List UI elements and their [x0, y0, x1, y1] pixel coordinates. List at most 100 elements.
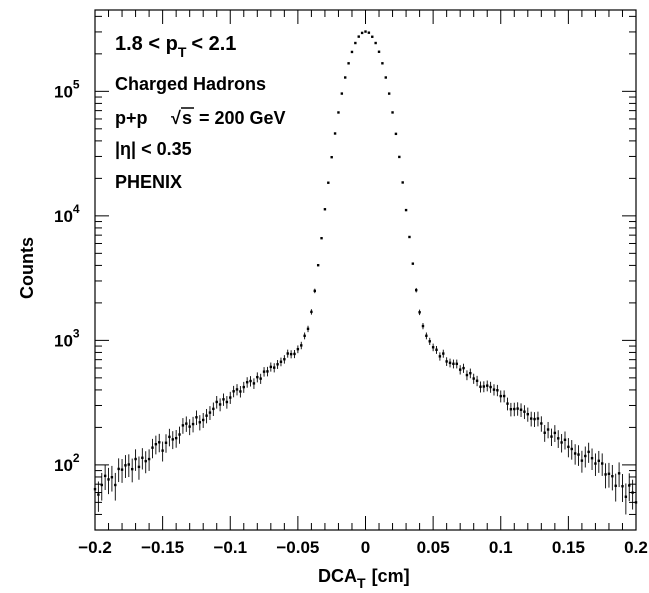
data-point [239, 390, 242, 393]
data-point [124, 464, 127, 467]
x-axis-title: DCAT [cm] [318, 566, 410, 591]
svg-text:s: s [182, 108, 192, 128]
data-point [617, 472, 621, 475]
x-tick-label: −0.1 [213, 538, 247, 557]
data-point [286, 352, 289, 355]
eta-label: |η| < 0.35 [115, 139, 192, 159]
data-point [303, 334, 306, 338]
y-tick-labels: 102 103 104 105 [54, 77, 80, 475]
data-point [411, 262, 415, 265]
data-point [134, 457, 137, 461]
data-point [205, 414, 208, 417]
data-point [567, 445, 570, 449]
data-point [475, 379, 479, 382]
data-point [97, 493, 100, 496]
data-point [523, 410, 526, 413]
y-tick-label: 104 [54, 202, 80, 226]
data-point [144, 459, 147, 463]
data-point [590, 456, 594, 460]
data-point [452, 362, 455, 366]
pt-range-label: 1.8 < pT < 2.1 [115, 33, 236, 60]
data-point [469, 371, 472, 375]
data-point [462, 366, 465, 370]
data-point [445, 360, 448, 363]
data-point [252, 382, 256, 385]
data-point [283, 358, 286, 361]
data-point [316, 264, 320, 267]
data-point [584, 454, 587, 458]
data-point [178, 433, 181, 436]
x-tick-label: −0.05 [276, 538, 319, 557]
data-point [482, 385, 486, 388]
data-point [557, 437, 560, 440]
data-point [553, 431, 557, 435]
sqrt-symbol: √ [171, 108, 181, 128]
data-point [570, 447, 573, 451]
data-point [191, 422, 195, 426]
data-point [174, 436, 178, 440]
data-point [465, 373, 469, 377]
data-point [536, 417, 540, 420]
data-point [164, 441, 168, 444]
data-point [293, 352, 296, 356]
data-point [110, 476, 114, 479]
data-point [428, 340, 431, 343]
data-point [384, 76, 387, 79]
data-point [245, 381, 249, 384]
data-point [496, 389, 499, 392]
data-point [580, 459, 584, 462]
data-point [137, 465, 141, 469]
data-point [340, 92, 344, 95]
data-point [266, 370, 269, 373]
data-point [513, 407, 516, 411]
data-point [587, 450, 590, 454]
data-point [232, 390, 235, 393]
data-point [489, 385, 492, 389]
data-point [323, 208, 327, 211]
data-point [604, 473, 607, 476]
x-tick-labels: −0.2 −0.15 −0.1 −0.05 0 0.05 0.1 0.15 0.2 [78, 538, 648, 557]
data-point [479, 385, 482, 388]
data-point [573, 452, 577, 455]
data-point [154, 443, 158, 446]
data-point [310, 310, 313, 314]
experiment-label: PHENIX [115, 172, 182, 192]
x-tick-label: 0.05 [417, 538, 450, 557]
data-point [354, 41, 357, 45]
data-points [93, 30, 638, 522]
x-tick-label: 0.15 [552, 538, 585, 557]
data-point [533, 417, 536, 421]
data-point [279, 360, 283, 363]
data-point [600, 462, 604, 465]
data-point [371, 35, 374, 38]
data-point [550, 435, 553, 438]
data-point [486, 384, 489, 387]
data-point [208, 411, 212, 414]
data-point [185, 422, 188, 425]
data-point [360, 31, 364, 35]
data-point [381, 62, 384, 65]
data-point [300, 344, 303, 347]
data-point [333, 132, 337, 135]
data-point [262, 370, 266, 373]
data-point [269, 365, 273, 369]
data-point [93, 487, 97, 491]
data-point [225, 400, 229, 404]
data-point [229, 396, 232, 399]
data-point [442, 352, 445, 355]
axis-ticks [94, 10, 637, 531]
data-point [391, 111, 394, 114]
data-point [158, 441, 161, 444]
data-point [516, 407, 519, 410]
data-point [543, 431, 546, 434]
data-point [130, 467, 134, 471]
data-point [634, 501, 638, 504]
data-point [621, 485, 624, 488]
data-point [472, 377, 475, 380]
data-point [404, 208, 408, 212]
y-tick-label: 102 [54, 451, 80, 475]
species-label: Charged Hadrons [115, 74, 266, 94]
data-point [455, 362, 458, 366]
data-point [502, 394, 506, 398]
